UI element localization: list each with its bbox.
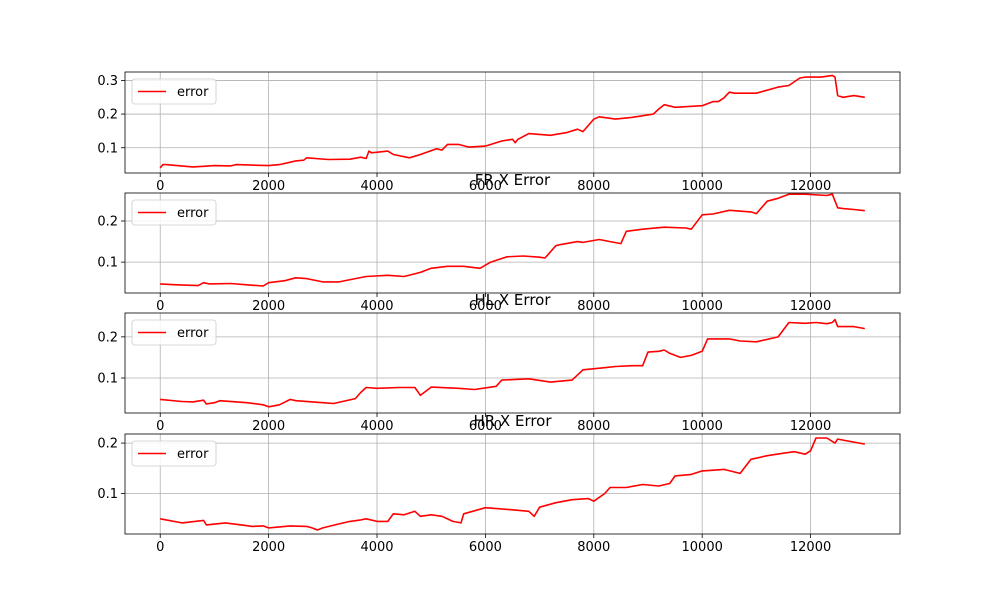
x-tick-label: 0 — [156, 419, 164, 434]
legend: error — [131, 440, 217, 467]
series-line-error — [160, 437, 865, 531]
x-tick-label: 8000 — [577, 419, 610, 434]
x-tick-label: 10000 — [682, 540, 723, 555]
legend-box — [131, 319, 217, 346]
legend-label: error — [177, 206, 209, 221]
legend-label: error — [177, 326, 209, 341]
x-tick-label: 12000 — [790, 299, 831, 314]
legend-box — [131, 199, 217, 226]
x-tick-label: 2000 — [252, 179, 285, 194]
series-line-error — [160, 193, 865, 287]
x-tick-label: 12000 — [790, 419, 831, 434]
x-tick-label: 0 — [156, 179, 164, 194]
x-tick-label: 0 — [156, 540, 164, 555]
x-tick-label: 6000 — [469, 540, 502, 555]
x-tick-label: 2000 — [252, 419, 285, 434]
x-tick-label: 4000 — [360, 419, 393, 434]
y-tick-label: 0.2 — [97, 214, 118, 229]
x-tick-label: 12000 — [790, 540, 831, 555]
subplot-4: 0 2000 4000 6000 8000 10000 12000 0.1 0.2 HR X Er… — [97, 412, 901, 555]
x-tick-label: 6000 — [469, 179, 502, 194]
x-tick-label: 10000 — [682, 179, 723, 194]
legend-box — [131, 440, 217, 467]
subplot-title: FR X Error — [475, 171, 551, 189]
legend: error — [131, 319, 217, 346]
x-tick-label: 6000 — [469, 419, 502, 434]
series-line-error — [159, 74, 865, 169]
x-tick-label: 4000 — [360, 179, 393, 194]
x-tick-label: 0 — [156, 299, 164, 314]
y-tick-label: 0.2 — [97, 437, 118, 452]
x-tick-label: 2000 — [252, 299, 285, 314]
subplot-3: 0 2000 4000 6000 8000 10000 12000 0.1 0.2 HL X Er… — [97, 291, 901, 434]
x-tick-label: 10000 — [682, 299, 723, 314]
series-line-error — [160, 318, 865, 408]
legend: error — [131, 199, 217, 226]
subplot-2: 0 2000 4000 6000 8000 10000 12000 0.1 0.2 FR X Er… — [97, 171, 901, 314]
legend-label: error — [177, 85, 209, 100]
y-tick-label: 0.1 — [97, 141, 118, 156]
x-tick-label: 6000 — [469, 299, 502, 314]
y-tick-label: 0.3 — [97, 74, 118, 89]
y-tick-label: 0.1 — [97, 487, 118, 502]
subplot-title: HR X Error — [473, 412, 552, 430]
x-tick-label: 8000 — [577, 540, 610, 555]
subplot-title: HL X Error — [474, 291, 551, 309]
x-tick-label: 12000 — [790, 179, 831, 194]
axes-frame — [124, 71, 901, 174]
x-tick-label: 2000 — [252, 540, 285, 555]
x-tick-label: 4000 — [360, 299, 393, 314]
axes-frame — [124, 312, 901, 414]
y-tick-label: 0.1 — [97, 372, 118, 387]
y-tick-label: 0.1 — [97, 256, 118, 271]
axes-frame — [124, 192, 901, 294]
subplot-1: 0 2000 4000 6000 8000 10000 12000 0.1 0.2 0.3 erro… — [97, 71, 901, 194]
legend-box — [131, 78, 217, 105]
x-tick-label: 10000 — [682, 419, 723, 434]
axes-frame — [124, 433, 901, 535]
legend-label: error — [177, 447, 209, 462]
x-tick-label: 8000 — [577, 179, 610, 194]
y-tick-label: 0.2 — [97, 330, 118, 345]
legend: error — [131, 78, 217, 105]
x-tick-label: 4000 — [360, 540, 393, 555]
x-tick-label: 8000 — [577, 299, 610, 314]
y-tick-label: 0.2 — [97, 108, 118, 123]
